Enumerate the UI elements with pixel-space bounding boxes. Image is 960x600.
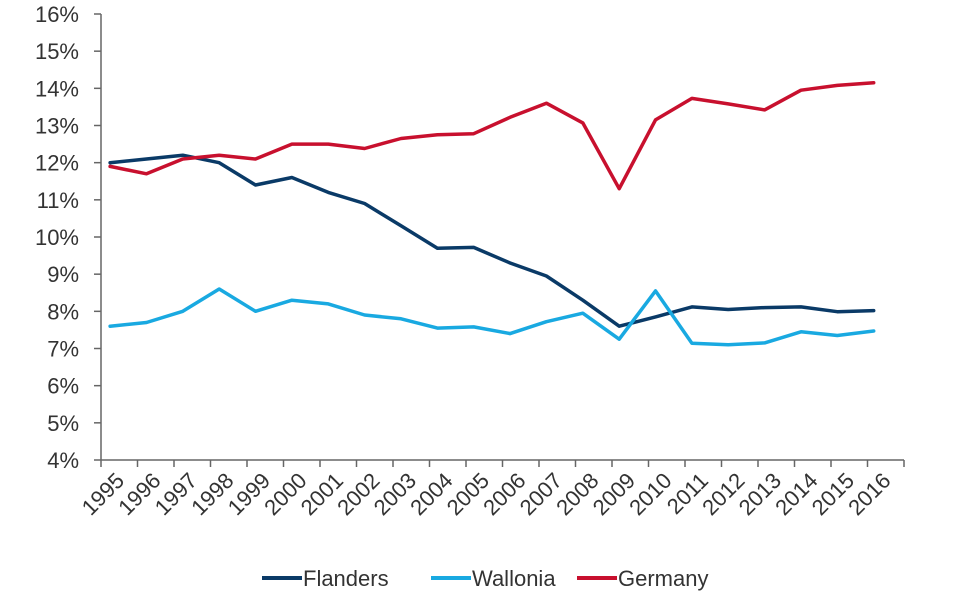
y-tick-label: 15% [35,39,79,64]
legend: Flanders Wallonia Germany [262,566,708,591]
series-line-flanders [108,153,876,328]
series-line-wallonia [108,287,876,347]
y-tick-label: 4% [47,448,79,473]
y-tick-label: 9% [47,262,79,287]
y-tick-label: 16% [35,2,79,27]
y-tick-label: 14% [35,76,79,101]
y-tick-label: 12% [35,151,79,176]
y-tick-label: 5% [47,411,79,436]
y-axis: 4% 5% 6% 7% 8% 9% 10% 11% 12% 13% 14% 15% 16% [35,2,102,473]
y-tick-label: 13% [35,114,79,139]
series-line-germany [108,81,876,191]
legend-label-germany: Germany [618,566,708,591]
y-tick-label: 8% [47,299,79,324]
x-axis: 1995199619971998199920002001200220032004… [77,459,905,520]
y-tick-label: 10% [35,225,79,250]
y-tick-label: 6% [47,374,79,399]
x-tick-label: 2016 [843,468,895,520]
legend-label-wallonia: Wallonia [472,566,556,591]
y-tick-label: 11% [37,188,79,213]
legend-label-flanders: Flanders [303,566,389,591]
plot-area [108,81,876,347]
y-tick-label: 7% [47,337,79,362]
